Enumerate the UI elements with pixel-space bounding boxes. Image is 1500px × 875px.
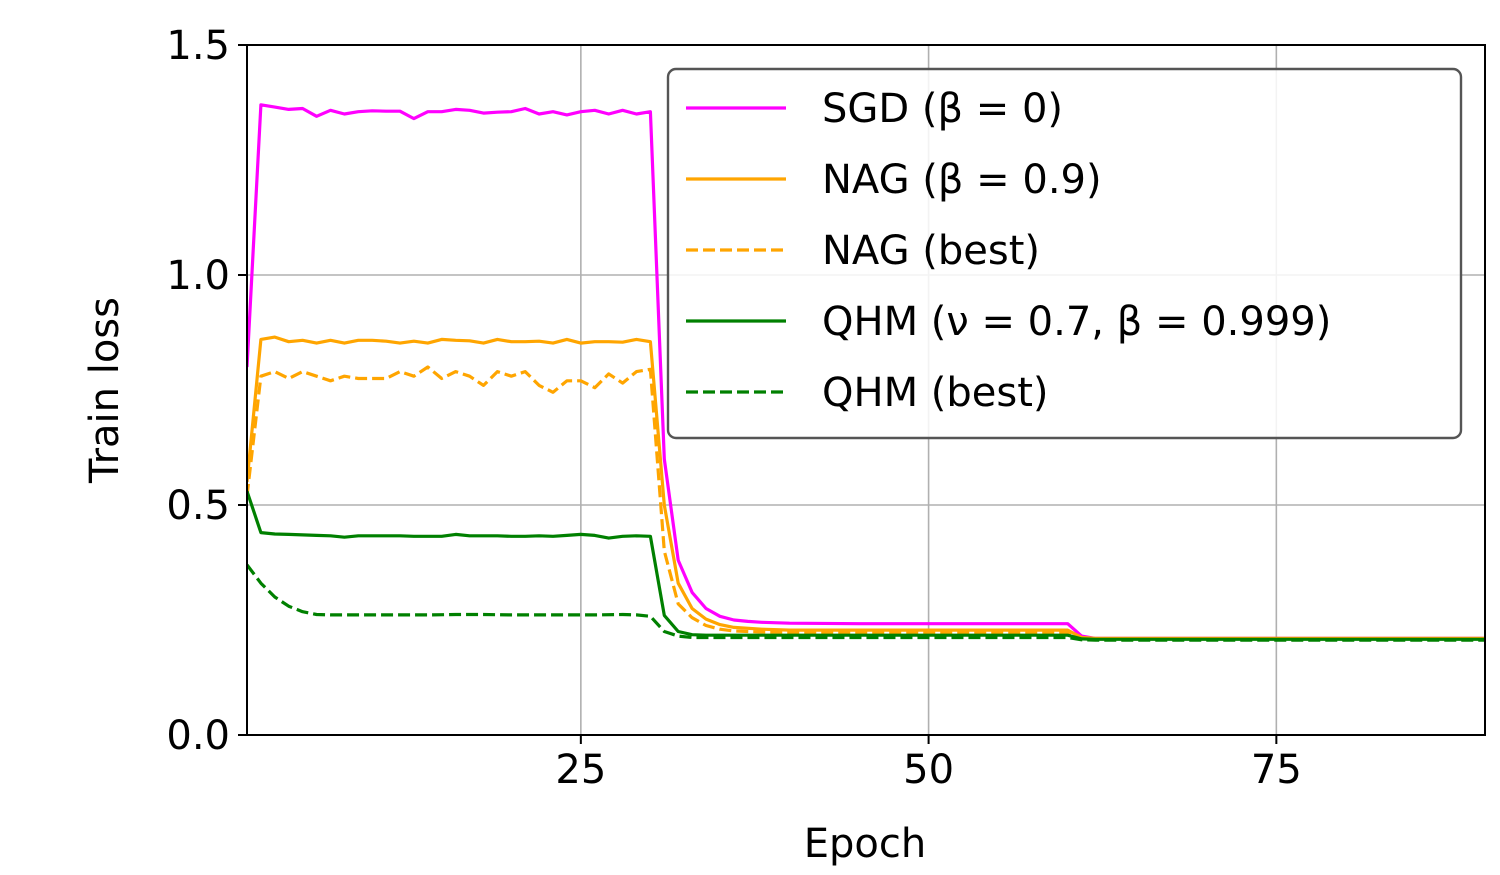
legend-label-4: QHM (ν = 0.7, β = 0.999) — [822, 299, 1331, 345]
x-tick-label: 75 — [1251, 747, 1302, 793]
y-tick-label: 0.5 — [166, 483, 230, 529]
x-axis-title: Epoch — [804, 821, 926, 867]
y-axis-title: Train loss — [82, 297, 128, 484]
series-line-5 — [247, 563, 1485, 642]
axes: 25 50 75 0.0 0.5 1.0 1.5 — [166, 23, 1486, 793]
series-line-4 — [247, 490, 1485, 641]
y-tick-label: 1.0 — [166, 253, 230, 299]
series-line-1 — [247, 103, 1485, 641]
series-line-2 — [247, 335, 1485, 641]
series-line-3 — [247, 365, 1485, 641]
x-tick-label: 50 — [903, 747, 954, 793]
legend-label-1: SGD (β = 0) — [822, 86, 1063, 132]
y-tick-label: 0.0 — [166, 713, 230, 759]
y-tick-label: 1.5 — [166, 23, 230, 69]
legend-box — [666, 67, 1463, 440]
plot-frame — [246, 44, 1486, 736]
plot-area — [247, 103, 1485, 642]
legend-label-2: NAG (β = 0.9) — [822, 157, 1102, 203]
legend-label-5: QHM (best) — [822, 370, 1049, 416]
legend: SGD (β = 0) NAG (β = 0.9) NAG (best) QHM (ν… — [666, 67, 1463, 440]
legend-label-3: NAG (best) — [822, 228, 1040, 274]
x-tick-label: 25 — [555, 747, 606, 793]
